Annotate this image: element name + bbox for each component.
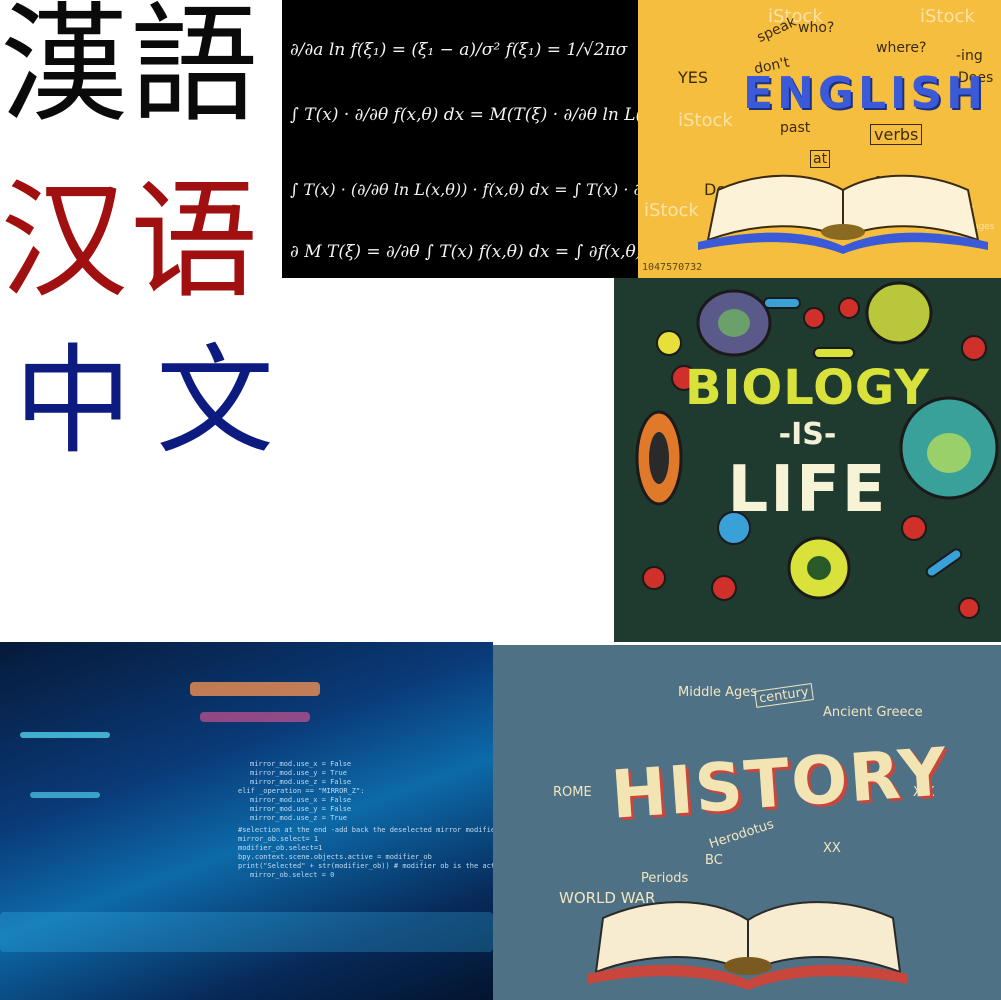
code-line: mirror_mod.use_y = False — [250, 805, 352, 813]
math-formula-line: ∂/∂a ln f(ξ₁) = (ξ₁ − a)/σ² f(ξ₁) = 1/√2… — [290, 40, 628, 60]
biology-title: BIOLOGY -IS- LIFE — [614, 364, 1001, 522]
programming-code-tile: mirror_mod.use_x = False mirror_mod.use_… — [0, 642, 493, 1000]
open-book-icon — [698, 174, 988, 254]
history-tile: Middle Ages century Ancient Greece ROME … — [493, 645, 1001, 1000]
doodle-word: XX — [823, 841, 841, 856]
code-glow — [200, 712, 310, 722]
code-glow — [30, 792, 100, 798]
doodle-word: century — [754, 683, 814, 708]
doodle-word: -ing — [956, 48, 983, 64]
code-line: print("Selected" + str(modifier_ob)) # m… — [238, 862, 493, 870]
doodle-word: WORLD WAR — [559, 889, 656, 907]
doodle-word: who? — [798, 20, 835, 36]
code-line: mirror_mod.use_z = False — [250, 778, 352, 786]
doodle-word: verbs — [870, 124, 923, 145]
code-line: mirror_mod.use_z = True — [250, 814, 347, 822]
doodle-word: XIX — [913, 785, 935, 800]
biology-title-line: -IS- — [778, 417, 837, 452]
stock-id: 1047570732 — [642, 262, 703, 273]
biology-title-line: BIOLOGY — [684, 360, 931, 416]
code-glow — [190, 682, 320, 696]
code-line: mirror_ob.select = 0 — [250, 871, 335, 879]
code-line: mirror_mod.use_y = True — [250, 769, 347, 777]
code-line: bpy.context.scene.objects.active = modif… — [238, 853, 432, 861]
doodle-word: past — [780, 120, 811, 136]
doodle-word: Middle Ages — [678, 685, 757, 700]
cells-illustration — [635, 281, 999, 619]
doodle-word: BC — [705, 853, 723, 868]
doodle-word: where? — [876, 40, 927, 56]
code-line: mirror_mod.use_x = False — [250, 760, 352, 768]
doodle-word: at — [810, 150, 831, 168]
code-line: mirror_ob.select= 1 — [238, 835, 319, 843]
code-line: modifier_ob.select=1 — [238, 844, 323, 852]
math-formulas-tile: ∂/∂a ln f(ξ₁) = (ξ₁ − a)/σ² f(ξ₁) = 1/√2… — [282, 0, 638, 278]
doodle-word: Does — [958, 70, 994, 86]
doodle-word: YES — [678, 68, 709, 87]
math-formula-line: ∂ M T(ξ) = ∂/∂θ ∫ T(x) f(x,θ) dx = ∫ ∂f(… — [290, 242, 638, 262]
english-tile: iStock iStock iStock iStock iStock iStoc… — [638, 0, 1001, 278]
code-line: #selection at the end -add back the dese… — [238, 826, 493, 834]
doodle-word: Ancient Greece — [823, 705, 923, 720]
watermark: iStock — [644, 200, 699, 221]
doodle-word: Periods — [641, 871, 689, 886]
traditional-chinese-text: 漢語 — [0, 0, 261, 140]
watermark: iStock — [920, 6, 975, 27]
math-formula-line: ∫ T(x) · (∂/∂θ ln L(x,θ)) · f(x,θ) dx = … — [290, 180, 638, 199]
biology-title-line: LIFE — [727, 453, 888, 527]
simplified-chinese-text: 汉语 — [0, 167, 261, 316]
chinese-text-tile: 漢語 汉语 中文 — [0, 0, 282, 500]
doodle-word: ROME — [553, 785, 592, 800]
zhongwen-text: 中文 — [14, 332, 282, 470]
code-line: mirror_mod.use_x = False — [250, 796, 352, 804]
watermark: iStock — [768, 6, 823, 27]
math-formula-line: ∫ T(x) · ∂/∂θ f(x,θ) dx = M(T(ξ) · ∂/∂θ … — [290, 105, 638, 125]
code-glow — [20, 732, 110, 738]
watermark: iStock — [678, 110, 733, 131]
history-title: HISTORY — [608, 733, 951, 834]
open-book-icon — [588, 901, 908, 990]
code-line: elif _operation == "MIRROR_Z": — [238, 787, 365, 795]
biology-tile: BIOLOGY -IS- LIFE — [614, 278, 1001, 642]
code-glow — [0, 912, 493, 952]
english-title: ENGLISH — [743, 68, 987, 119]
